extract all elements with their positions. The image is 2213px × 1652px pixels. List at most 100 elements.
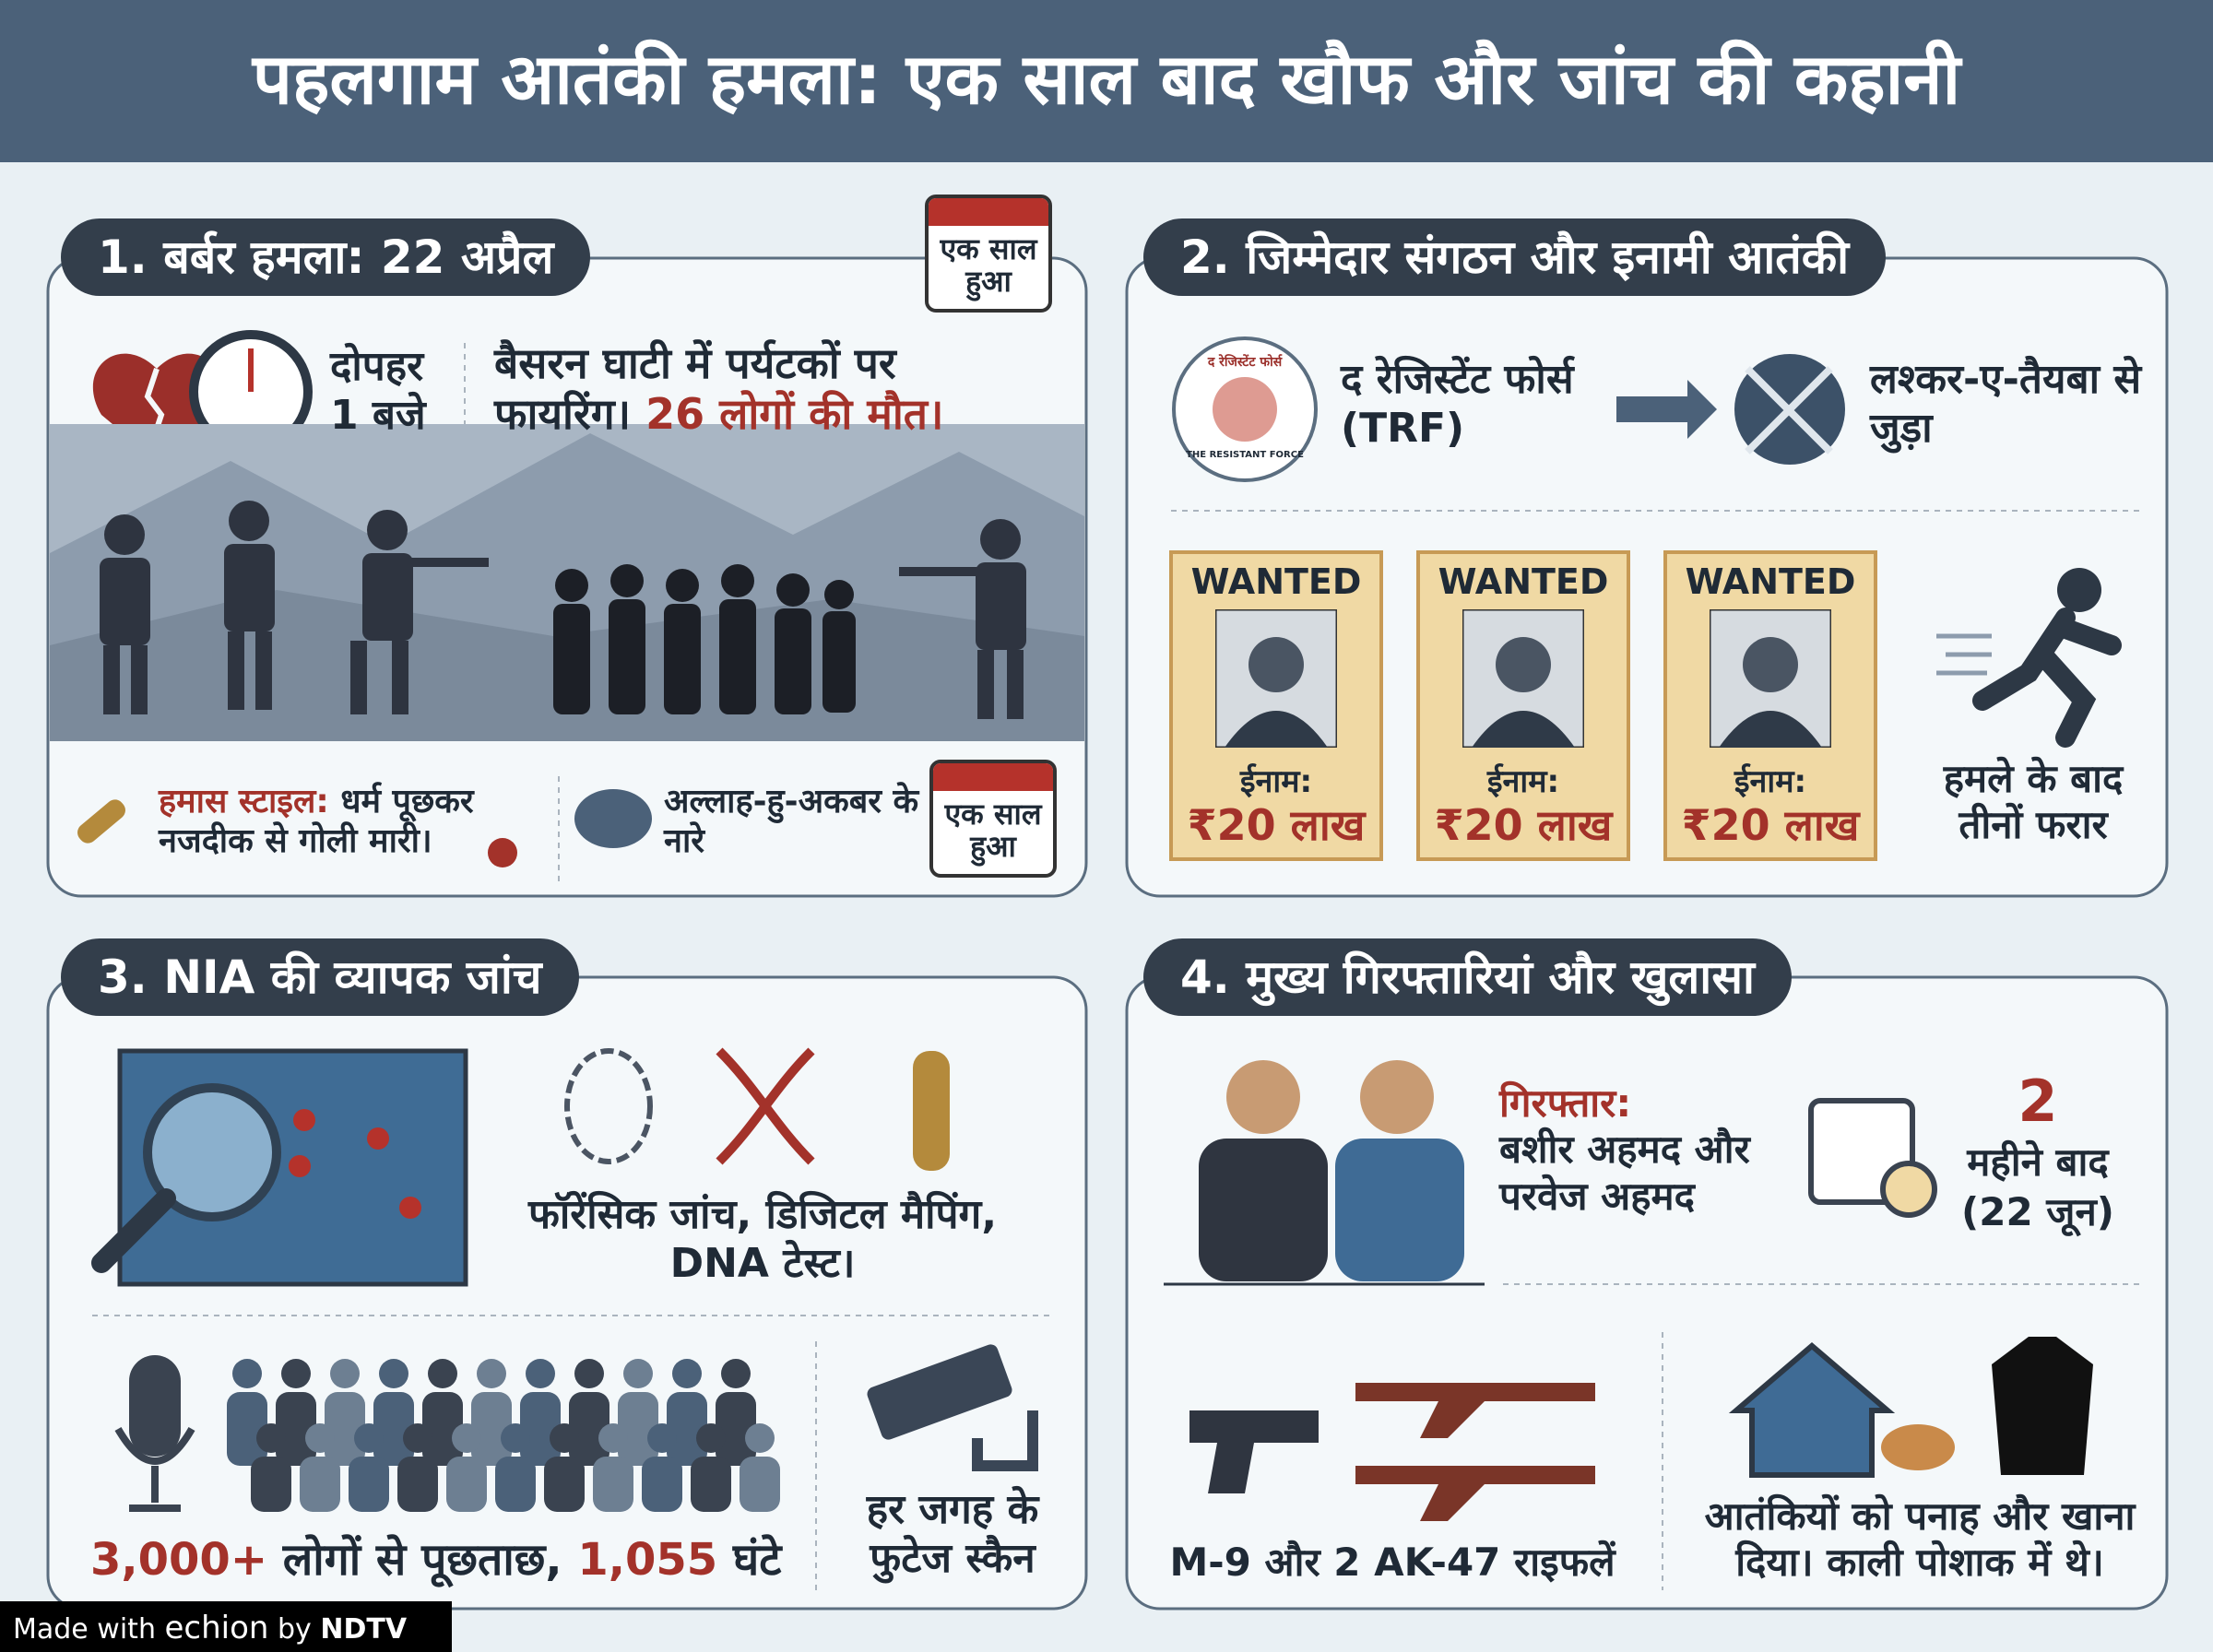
footer-bar [0,1601,452,1652]
hours-text: घंटे [732,1534,782,1586]
person-body [446,1457,487,1512]
logo-center [1213,377,1277,442]
made-with: Made with [13,1613,156,1646]
face-placeholder [1710,609,1831,748]
linked-org: लश्कर-ए-तैयबा से जुड़ा [1870,356,2142,452]
magnifier-handle [91,1188,176,1273]
header-bar [0,0,2213,162]
crowd [227,1359,780,1512]
person-head [403,1423,432,1453]
wanted-label: WANTED [1438,561,1609,602]
reward: ₹20 लाख [1434,800,1613,850]
person-head [647,1423,677,1453]
calendar-badge: एक साल हुआ [925,195,1052,313]
person-head [696,1423,726,1453]
section-heading: 3. NIA की व्यापक जांच [61,938,579,1016]
person-body [740,1457,780,1512]
arrested-men [1199,1060,1464,1281]
microphone [129,1355,181,1457]
reward: ₹20 लाख [1187,800,1366,850]
map-pins [289,1109,421,1219]
person-head [623,1359,653,1388]
wanted-label: WANTED [1190,561,1362,602]
slogan: अल्लाह-हु-अकबर के नारे [664,783,919,861]
person-head [526,1359,555,1388]
logo-text: द रेजिस्टेंट फोर्स [1207,355,1283,370]
reward-label: ईनाम: [1239,763,1313,800]
description: बैसरन घाटी में पर्यटकों पर फायरिंग। 26 ल… [494,338,1011,440]
org-name: द रेजिस्टेंट फोर्स (TRF) [1341,356,1574,452]
section-heading: 4. मुख्य गिरफ्तारियां और खुलासा [1143,938,1792,1016]
interrogation-stats: 3,000+ लोगों से पूछताछ, 1,055 घंटे [90,1534,819,1587]
cctv-camera [867,1344,1012,1440]
badge-text: एक साल हुआ [944,796,1042,865]
face-placeholder [1462,609,1584,748]
black-dress [1992,1337,2093,1475]
bullet [913,1051,950,1171]
person-head [452,1423,481,1453]
person-head [672,1359,702,1388]
months: 2 [2018,1068,2058,1135]
wanted-poster: WANTED ईनाम: ₹20 लाख [1416,550,1630,861]
reward: ₹20 लाख [1681,800,1860,850]
person-body [325,1392,365,1466]
style-label: हमास स्टाइल: [159,783,329,820]
person-body [569,1392,609,1466]
person-body [251,1457,291,1512]
footer: Made with echion by NDTV [13,1610,407,1647]
person-head [232,1359,262,1388]
person-body [642,1457,682,1512]
arrested: गिरफ्तार: बशीर अहमद और परवेज अहमद [1499,1080,1794,1220]
weapons: M-9 और 2 AK-47 राइफलें [1169,1540,1615,1585]
pistol [1189,1410,1319,1493]
rifle [1355,1466,1595,1521]
description-text: बैसरन घाटी में पर्यटकों पर फायरिंग। [494,338,896,440]
interrogations-text: लोगों से पूछताछ, [282,1534,562,1586]
person-body [716,1392,756,1466]
person-body [422,1392,463,1466]
footage: हर जगह के फुटेज स्कैन [866,1486,1039,1582]
camera-mount [972,1410,1038,1471]
food [1881,1424,1955,1470]
hours: 1,055 [577,1534,718,1586]
style-note: हमास स्टाइल: धर्म पूछकर नजदीक से गोली मा… [159,782,546,861]
fugitive-note: हमले के बाद तीनों फरार [1943,756,2124,848]
person-head [305,1423,335,1453]
person-head [550,1423,579,1453]
title: पहलगाम आतंकी हमला: एक साल बाद खौफ और जां… [252,38,1961,120]
wanted-label: WANTED [1685,561,1856,602]
person-head [598,1423,628,1453]
person-head [354,1423,384,1453]
style-text: धर्म पूछकर नजदीक से गोली मारी। [159,783,474,861]
section-heading: 2. जिम्मेदार संगठन और इनामी आतंकी [1143,218,1887,296]
blood-splatter [488,838,517,867]
person-head [256,1423,286,1453]
fingerprint [564,1048,653,1164]
crossed-swords [1745,366,1833,454]
person-body [373,1392,414,1466]
partner: NDTV [320,1613,408,1646]
magnifier [143,1083,281,1221]
bullet-icon [77,799,125,844]
logo-subtext: THE RESISTANT FORCE [1186,450,1304,460]
deaths: 26 लोगों की मौत। [645,389,944,440]
person-body [300,1457,340,1512]
calendar-badge: एक साल हुआ [929,760,1057,878]
person-head [330,1359,360,1388]
attackers [100,501,1026,719]
person-head [745,1423,775,1453]
person-body [520,1392,561,1466]
wanted-poster: WANTED ईनाम: ₹20 लाख [1663,550,1877,861]
person-head [379,1359,408,1388]
months-text: महीने बाद [1967,1139,2109,1185]
mic-stand [114,1427,195,1512]
person-body [544,1457,585,1512]
dna [716,1047,815,1165]
arrow [1616,380,1717,439]
running-figure [1936,568,2122,748]
badge-text: एक साल हुआ [940,231,1037,300]
person-body [227,1392,267,1466]
wanted-poster: WANTED ईनाम: ₹20 लाख [1169,550,1383,861]
clock-icon [1880,1161,1937,1218]
